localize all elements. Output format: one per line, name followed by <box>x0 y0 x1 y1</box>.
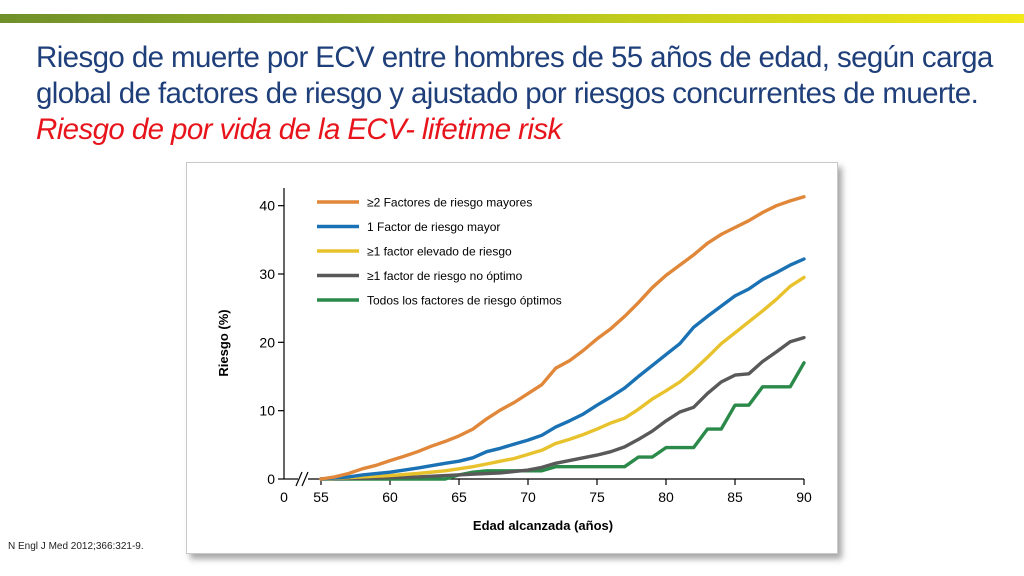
legend-label: ≥1 factor elevado de riesgo <box>367 245 512 259</box>
legend-label: 1 Factor de riesgo mayor <box>367 220 500 234</box>
series-line <box>319 195 806 481</box>
x-tick-label: 85 <box>727 489 743 505</box>
legend-label: ≥1 factor de riesgo no óptimo <box>367 269 523 283</box>
y-tick-label: 0 <box>267 471 275 487</box>
series-line <box>319 257 806 481</box>
series-line <box>319 361 806 481</box>
slide-title: Riesgo de muerte por ECV entre hombres d… <box>36 40 1006 148</box>
x-origin-label: 0 <box>280 489 288 505</box>
series-line <box>319 275 806 481</box>
x-tick-label: 80 <box>658 489 674 505</box>
y-axis-label: Riesgo (%) <box>216 309 231 376</box>
legend-label: Todos los factores de riesgo óptimos <box>367 294 562 308</box>
decorative-top-bar <box>0 14 1024 23</box>
lifetime-risk-chart: 0 10 20 30 40 0 55 60 65 70 75 80 85 90 Edad alcanzada… <box>216 188 812 533</box>
x-tick-label: 65 <box>451 489 467 505</box>
axis-break-mark-2 <box>301 471 309 487</box>
y-tick-label: 30 <box>259 266 275 282</box>
citation: N Engl J Med 2012;366:321-9. <box>8 541 144 552</box>
x-tick-label: 55 <box>313 489 329 505</box>
x-tick-label: 70 <box>520 489 536 505</box>
axis-break-mark-1 <box>295 471 303 487</box>
y-tick-label: 20 <box>259 334 275 350</box>
y-tick-label: 40 <box>259 198 275 214</box>
x-axis-label: Edad alcanzada (años) <box>473 518 613 533</box>
x-tick-label: 75 <box>589 489 605 505</box>
slide-title-main: Riesgo de muerte por ECV entre hombres d… <box>36 41 993 110</box>
slide-title-accent: Riesgo de por vida de la ECV- lifetime r… <box>36 113 562 146</box>
chart-frame: 0 10 20 30 40 0 55 60 65 70 75 80 85 90 Edad alcanzada… <box>186 162 838 554</box>
series-line <box>319 335 806 481</box>
y-tick-label: 10 <box>259 403 275 419</box>
x-tick-label: 90 <box>796 489 812 505</box>
x-tick-label: 60 <box>382 489 398 505</box>
legend-label: ≥2 Factores de riesgo mayores <box>367 196 532 210</box>
